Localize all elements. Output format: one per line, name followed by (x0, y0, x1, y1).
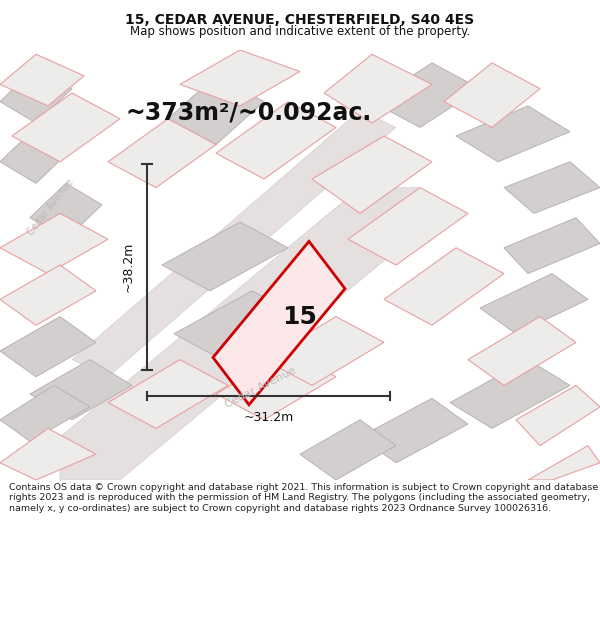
Polygon shape (108, 119, 216, 188)
Polygon shape (0, 68, 72, 123)
Polygon shape (12, 93, 120, 162)
Polygon shape (348, 188, 468, 265)
Text: Map shows position and indicative extent of the property.: Map shows position and indicative extent… (130, 24, 470, 38)
Polygon shape (216, 102, 336, 179)
Text: Contains OS data © Crown copyright and database right 2021. This information is : Contains OS data © Crown copyright and d… (9, 483, 598, 512)
Polygon shape (72, 110, 396, 377)
Text: ~373m²/~0.092ac.: ~373m²/~0.092ac. (126, 101, 372, 124)
Polygon shape (456, 106, 570, 162)
Polygon shape (0, 265, 96, 325)
Polygon shape (504, 162, 600, 213)
Polygon shape (0, 54, 84, 106)
Polygon shape (168, 76, 264, 144)
Polygon shape (360, 398, 468, 462)
Polygon shape (480, 274, 588, 334)
Polygon shape (300, 420, 396, 480)
Polygon shape (216, 351, 336, 420)
Polygon shape (174, 291, 300, 359)
Polygon shape (324, 54, 432, 123)
Polygon shape (528, 446, 600, 480)
Polygon shape (384, 248, 504, 325)
Polygon shape (0, 127, 72, 183)
Polygon shape (30, 359, 132, 420)
Text: ~38.2m: ~38.2m (122, 242, 135, 292)
Text: 15, CEDAR AVENUE, CHESTERFIELD, S40 4ES: 15, CEDAR AVENUE, CHESTERFIELD, S40 4ES (125, 12, 475, 26)
Text: 15: 15 (283, 304, 317, 329)
Polygon shape (60, 188, 420, 480)
Polygon shape (30, 183, 102, 239)
Polygon shape (0, 386, 90, 441)
Text: Cedar Avenue: Cedar Avenue (26, 177, 76, 237)
Polygon shape (108, 359, 228, 428)
Polygon shape (162, 222, 288, 291)
Polygon shape (468, 317, 576, 386)
Text: Cedar Avenue: Cedar Avenue (224, 365, 298, 410)
Polygon shape (372, 63, 480, 128)
Polygon shape (444, 63, 540, 128)
Polygon shape (0, 213, 108, 274)
Polygon shape (0, 428, 96, 480)
Polygon shape (0, 317, 96, 377)
Polygon shape (264, 317, 384, 386)
Text: ~31.2m: ~31.2m (244, 411, 293, 424)
Polygon shape (213, 241, 345, 405)
Polygon shape (516, 386, 600, 446)
Polygon shape (312, 136, 432, 213)
Polygon shape (180, 50, 300, 106)
Polygon shape (504, 217, 600, 274)
Polygon shape (450, 359, 570, 428)
